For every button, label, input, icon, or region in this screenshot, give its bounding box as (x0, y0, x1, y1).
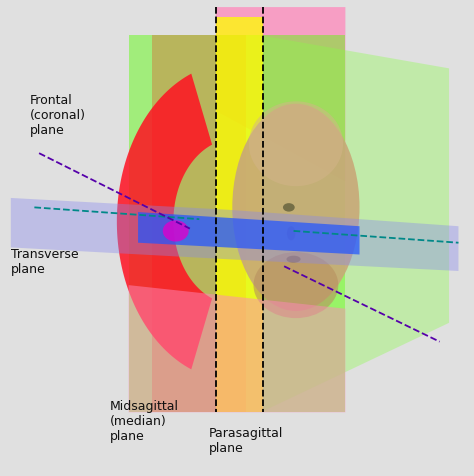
Text: Transverse
plane: Transverse plane (11, 248, 78, 276)
Polygon shape (152, 35, 246, 412)
Polygon shape (128, 35, 346, 412)
Ellipse shape (249, 101, 343, 186)
Polygon shape (117, 74, 212, 369)
Ellipse shape (287, 226, 295, 240)
Ellipse shape (286, 256, 301, 263)
Polygon shape (216, 7, 346, 181)
Text: Midsagittal
(median)
plane: Midsagittal (median) plane (110, 400, 179, 443)
Polygon shape (138, 212, 359, 255)
Polygon shape (11, 198, 458, 271)
Ellipse shape (283, 203, 295, 212)
Polygon shape (216, 17, 263, 412)
Ellipse shape (254, 252, 338, 318)
Text: Parasagittal
plane: Parasagittal plane (209, 426, 283, 455)
Polygon shape (128, 285, 346, 412)
Text: Frontal
(coronal)
plane: Frontal (coronal) plane (30, 94, 86, 137)
Polygon shape (261, 35, 449, 412)
Ellipse shape (232, 104, 359, 311)
Ellipse shape (163, 220, 189, 241)
